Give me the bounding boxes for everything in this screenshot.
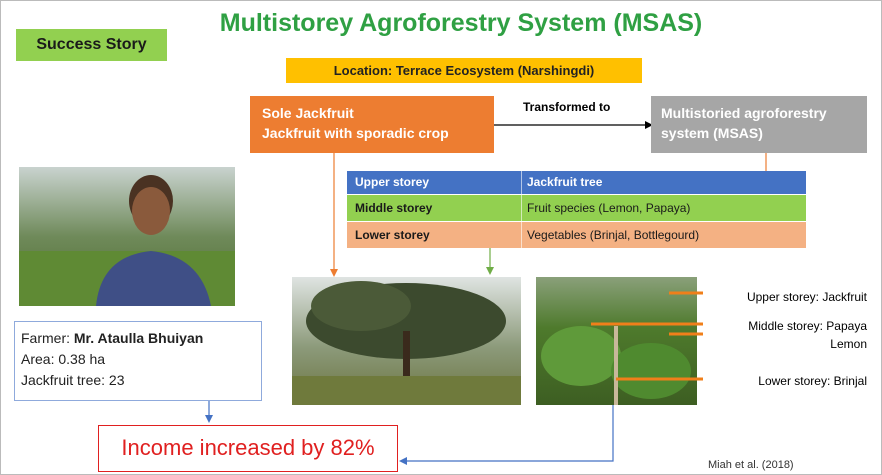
from-line: Jackfruit with sporadic crop	[262, 125, 449, 141]
table-cell: Middle storey	[347, 195, 522, 221]
arrows	[205, 121, 770, 465]
storey-table: Upper storey Jackfruit tree Middle storey F…	[347, 171, 806, 249]
table-row: Upper storey Jackfruit tree	[347, 171, 806, 194]
table-cell: Upper storey	[347, 171, 522, 194]
from-line: Sole Jackfruit	[262, 105, 354, 121]
farmer-box: Farmer: Mr. Ataulla Bhuiyan Area: 0.38 h…	[14, 321, 262, 401]
location: Location: Terrace Ecosystem (Narshingdi)	[286, 58, 642, 83]
table-cell: Lower storey	[347, 222, 522, 248]
result: Income increased by 82%	[98, 425, 398, 472]
farmer-name: Mr. Ataulla Bhuiyan	[73, 330, 204, 346]
storey-label: Middle storey: Papaya	[748, 319, 867, 333]
table-row: Lower storey Vegetables (Brinjal, Bottleg…	[347, 222, 806, 248]
storey-label: Upper storey: Jackfruit	[746, 290, 867, 304]
table-cell: Jackfruit tree	[527, 175, 603, 189]
from-box: Sole Jackfruit Jackfruit with sporadic c…	[250, 96, 494, 153]
citation: Miah et al. (2018)	[708, 459, 794, 471]
storey-label: Lemon	[830, 337, 867, 351]
jackfruit-photo	[292, 277, 521, 405]
msas-photo	[536, 277, 697, 405]
table-cell: Fruit species (Lemon, Papaya)	[527, 201, 691, 215]
farmer-area: Area: 0.38 ha	[21, 351, 106, 367]
farmer-trees: Jackfruit tree: 23	[21, 372, 125, 388]
storey-label: Lower storey: Brinjal	[758, 374, 867, 388]
transition-label: Transformed to	[523, 100, 611, 114]
farmer-label: Farmer:	[21, 330, 70, 346]
storey-markers	[591, 291, 703, 381]
table-row: Middle storey Fruit species (Lemon, Papay…	[347, 195, 806, 221]
title: Multistorey Agroforestry System (MSAS)	[219, 9, 703, 37]
to-box: Multistoried agroforestry system (MSAS)	[651, 96, 867, 153]
badge: Success Story	[16, 29, 167, 61]
table-cell: Vegetables (Brinjal, Bottlegourd)	[527, 228, 700, 242]
farmer-photo	[19, 167, 235, 306]
